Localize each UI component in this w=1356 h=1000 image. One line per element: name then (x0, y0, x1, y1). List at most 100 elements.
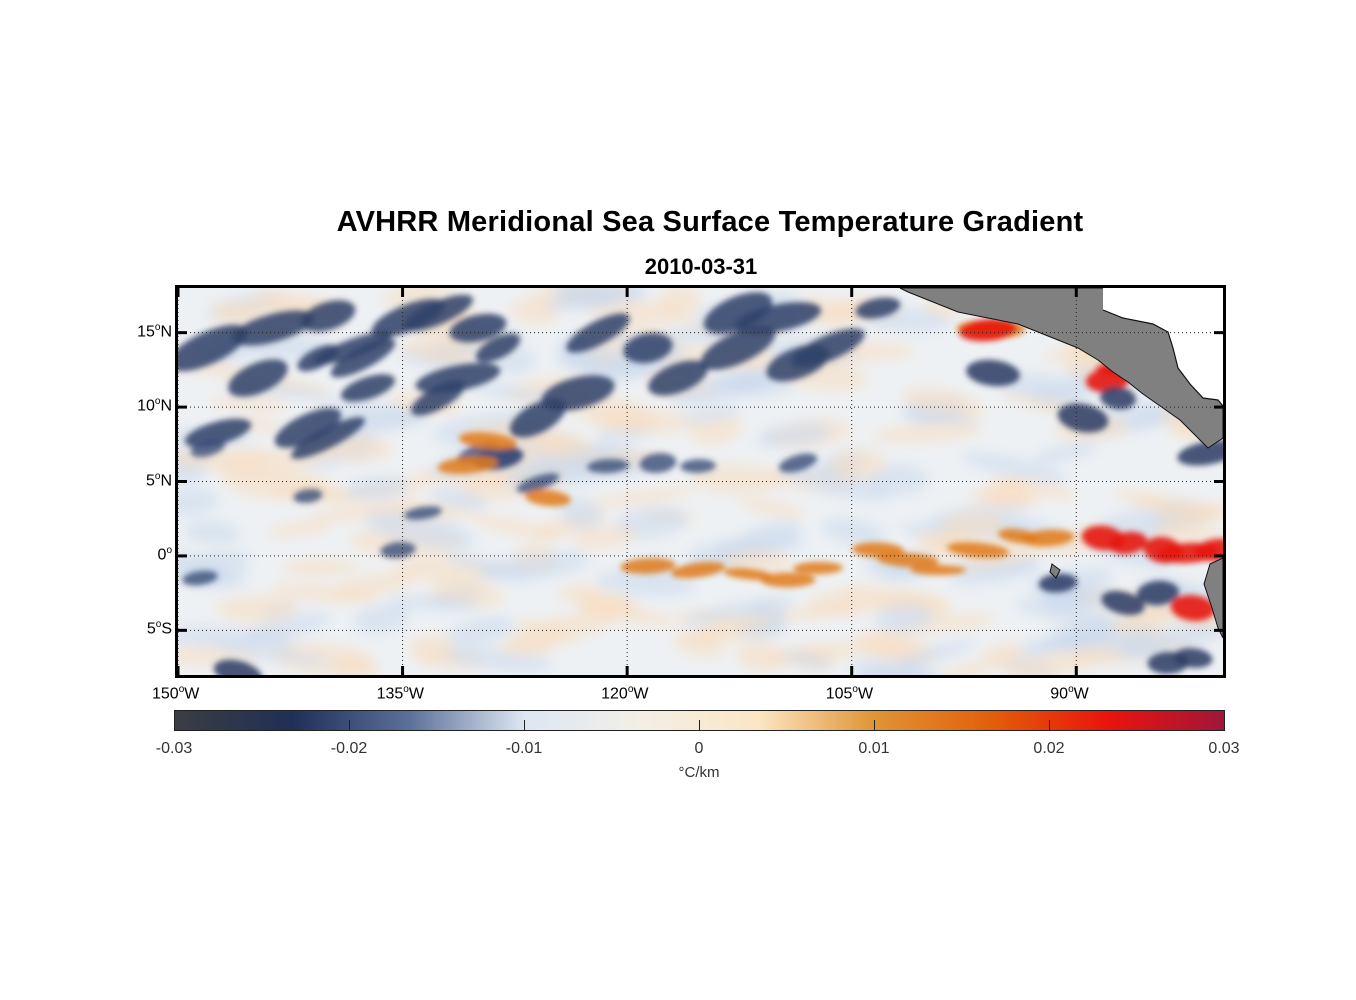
gradient-blob (291, 417, 365, 459)
gradient-blob (408, 633, 457, 660)
gradient-blob (940, 510, 1006, 541)
gradient-blob (280, 558, 360, 577)
galapagos-island (1049, 563, 1061, 579)
graticule (178, 288, 1223, 675)
colorbar-tick (1049, 720, 1050, 730)
gradient-blob (688, 536, 806, 559)
gradient-blob (1177, 440, 1223, 466)
gradient-blob (680, 406, 742, 424)
gradient-blob (739, 498, 806, 518)
chart-title: AVHRR Meridional Sea Surface Temperature… (336, 206, 1084, 238)
colorbar-tick-label: 0.03 (1208, 740, 1240, 757)
gradient-blob (178, 488, 219, 516)
gradient-blob (1069, 644, 1121, 668)
gradient-blob (430, 488, 489, 511)
gradient-blob (873, 422, 981, 444)
gradient-blob (516, 473, 560, 493)
gradient-blob (240, 417, 281, 433)
gradient-blob (680, 459, 716, 473)
gradient-blob (778, 453, 818, 473)
gradient-blob (330, 338, 396, 378)
lat-label: 0o (157, 544, 172, 564)
chart-subtitle: 2010-03-31 (644, 254, 758, 279)
lon-label: 120oW (601, 684, 649, 703)
gradient-blob (210, 396, 290, 412)
gradient-blob (960, 452, 1068, 483)
gradient-blob (449, 313, 507, 343)
gradient-blob (726, 377, 796, 397)
gradient-blob (855, 297, 901, 319)
gradient-blob (556, 584, 603, 601)
gradient-blob (572, 525, 638, 550)
gradient-blob (267, 521, 331, 538)
colorbar-tick-label: 0.01 (858, 740, 890, 757)
gradient-blob (723, 568, 773, 580)
gradient-blob (999, 372, 1079, 401)
gradient-blob (696, 614, 773, 636)
gradient-blob (966, 359, 1020, 387)
gradient-blob (178, 324, 248, 372)
gradient-blob (513, 619, 579, 642)
gradient-blob (909, 564, 967, 576)
colorbar-tick (174, 720, 175, 730)
gradient-blob (587, 458, 629, 474)
gradient-blob (380, 288, 458, 306)
colorbar-tick-label: 0.02 (1033, 740, 1065, 757)
south-america-land (1203, 557, 1223, 639)
gradient-blob (380, 541, 416, 559)
gradient-blob (657, 288, 702, 317)
gradient-blob (877, 552, 939, 568)
gradient-blob (400, 340, 476, 366)
gradient-blob (672, 630, 724, 658)
gradient-blob (1136, 580, 1180, 606)
gradient-blob (780, 462, 893, 502)
gradient-blob (403, 294, 473, 332)
gradient-blob (475, 333, 521, 363)
map-panel[interactable] (175, 285, 1226, 678)
gradient-blob (620, 558, 676, 574)
lon-label: 105oW (825, 684, 874, 703)
lat-label: 15oN (137, 321, 172, 340)
gradient-blob (958, 318, 1018, 342)
gradient-blob (525, 489, 571, 507)
mexico-guatemala-land (899, 288, 1223, 449)
gradient-blob (1147, 652, 1189, 674)
gradient-blob (782, 650, 833, 670)
gradient-blob (178, 626, 267, 648)
gradient-blob (822, 517, 887, 546)
gradient-blob (984, 641, 1025, 665)
gradient-blob (734, 302, 822, 334)
colorbar-tick-label: -0.02 (330, 740, 368, 757)
colorbar-unit-label: °C/km (678, 764, 720, 781)
gradient-blob (1057, 403, 1109, 433)
gradient-blob (639, 453, 677, 473)
gradient-blob (623, 332, 673, 364)
gradient-blob (1101, 590, 1145, 616)
gradient-blob (445, 554, 530, 579)
colorbar-tick (699, 720, 700, 730)
gradient-blob (670, 561, 726, 579)
gradient-blob (270, 583, 378, 604)
gradient-blob (509, 610, 618, 648)
colorbar-tick (1224, 720, 1225, 730)
lat-label: 10oN (137, 396, 172, 415)
gradient-blob (1014, 599, 1123, 628)
gradient-blob (190, 438, 226, 458)
gradient-blob (1081, 525, 1125, 551)
gradient-blob (1033, 443, 1098, 463)
gradient-blob (353, 604, 411, 634)
gradient-blob (793, 561, 843, 575)
lon-label: 150oW (152, 684, 200, 703)
gradient-blob (492, 448, 524, 468)
gradient-blob (756, 422, 833, 448)
gradient-blob (306, 499, 422, 523)
gradient-blob (293, 488, 323, 504)
lon-label: 90oW (1050, 684, 1089, 703)
gradient-blob (466, 513, 564, 541)
gradient-blob (182, 570, 218, 586)
gradient-blob (760, 572, 816, 588)
gradient-blob (1155, 509, 1223, 532)
gradient-blob (231, 310, 315, 346)
gradient-blob (992, 478, 1077, 499)
gradient-blob (552, 288, 620, 309)
